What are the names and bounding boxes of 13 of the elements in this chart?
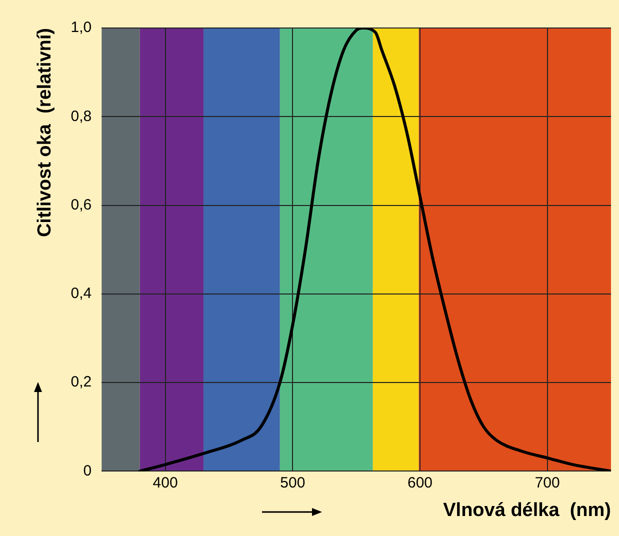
y-tick-label: 0,8 [70, 108, 92, 125]
y-tick-label: 1,0 [70, 19, 92, 36]
y-tick-label: 0,2 [70, 374, 92, 391]
line-series [138, 28, 611, 472]
y-tick-label: 0,6 [70, 196, 92, 214]
x-tick-label: 600 [407, 474, 433, 492]
y-axis-title: Citlivost oka (relativní) [34, 28, 56, 238]
x-tick-label: 500 [280, 474, 306, 492]
x-tick-label: 700 [534, 474, 560, 492]
x-tick-label: 400 [152, 474, 178, 492]
x-axis-title: Vlnová délka (nm) [443, 500, 611, 521]
y-tick-label: 0,4 [70, 285, 92, 302]
y-tick-label: 0 [83, 462, 92, 480]
